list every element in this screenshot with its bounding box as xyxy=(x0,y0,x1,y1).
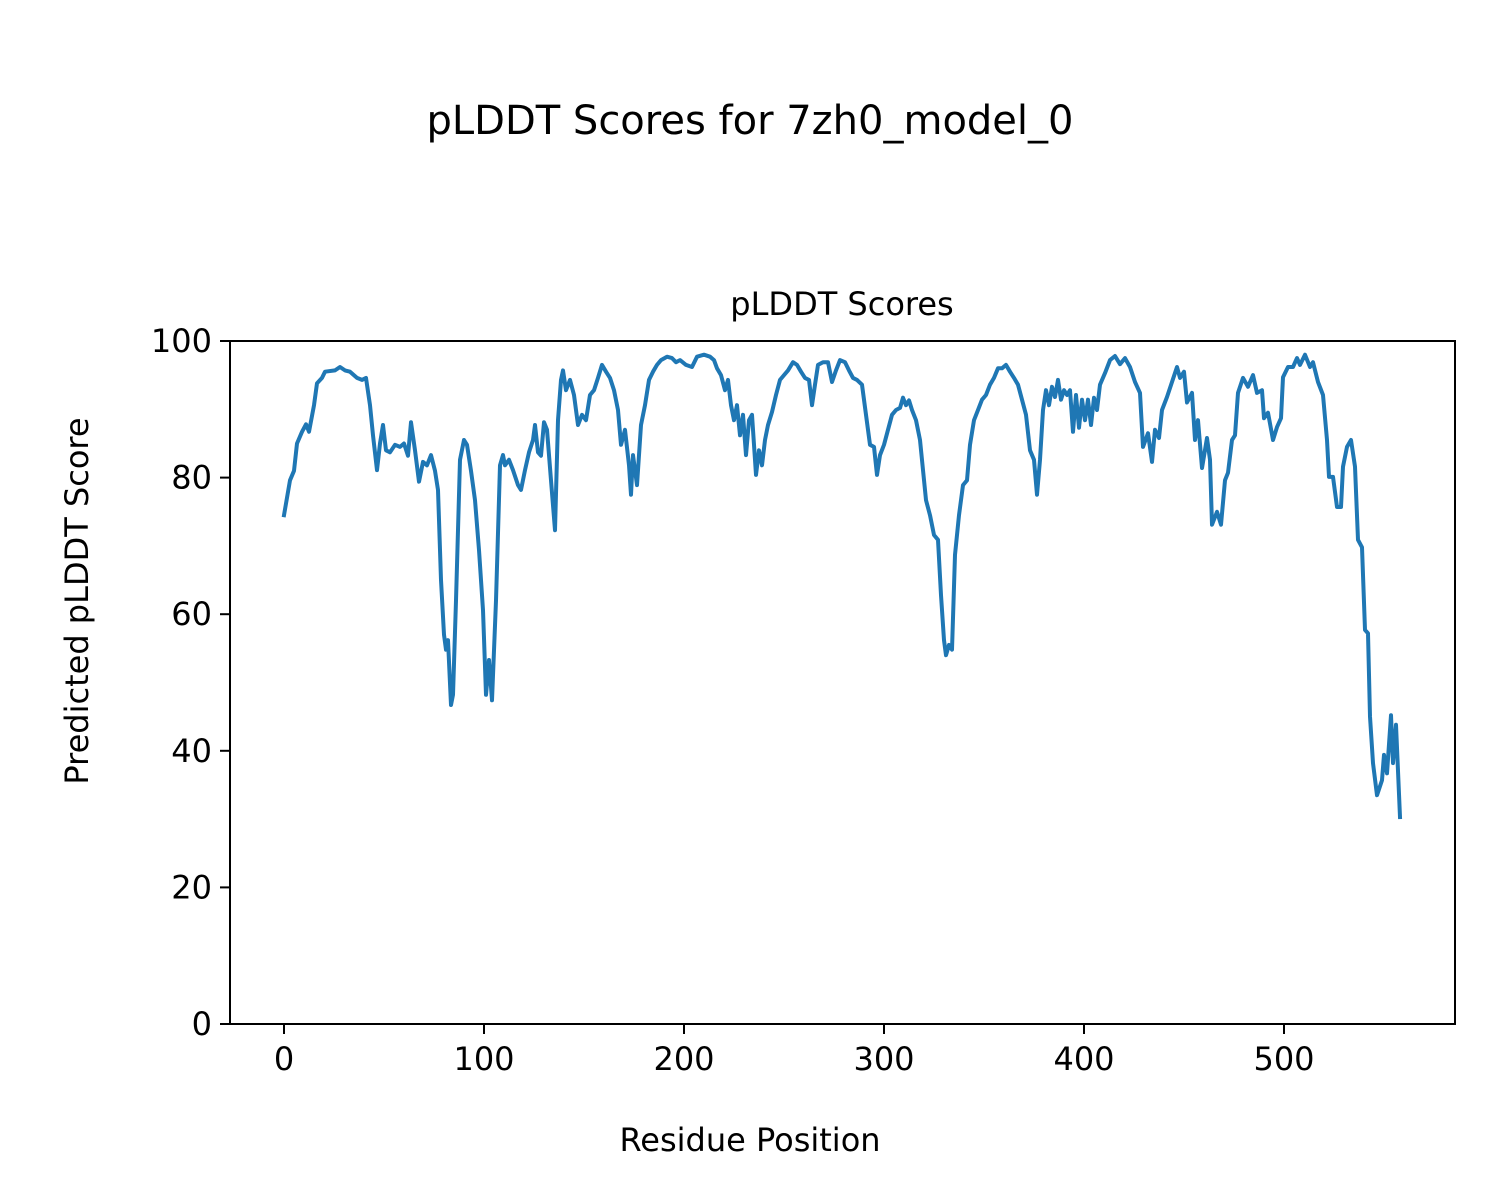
x-tick-label: 200 xyxy=(653,1040,714,1078)
y-tick-label: 80 xyxy=(171,459,212,497)
y-tick-label: 0 xyxy=(192,1005,212,1043)
x-tick-label: 100 xyxy=(453,1040,514,1078)
x-tick-label: 300 xyxy=(853,1040,914,1078)
x-axis-label: Residue Position xyxy=(619,1121,880,1159)
y-axis-label: Predicted pLDDT Score xyxy=(58,417,96,784)
ticks: 0 100 200 300 400 500 0 20 40 60 80 100 xyxy=(151,322,1315,1078)
x-tick-label: 400 xyxy=(1053,1040,1114,1078)
axes-title: pLDDT Scores xyxy=(730,285,953,323)
plddt-series-line xyxy=(281,352,1403,820)
x-tick-label: 0 xyxy=(274,1040,294,1078)
plot-frame xyxy=(229,340,1456,1025)
x-tick-label: 500 xyxy=(1253,1040,1314,1078)
figure-title: pLDDT Scores for 7zh0_model_0 xyxy=(427,98,1074,144)
y-tick-label: 40 xyxy=(171,732,212,770)
y-tick-label: 60 xyxy=(171,595,212,633)
y-tick-label: 20 xyxy=(171,868,212,906)
y-tick-label: 100 xyxy=(151,322,212,360)
